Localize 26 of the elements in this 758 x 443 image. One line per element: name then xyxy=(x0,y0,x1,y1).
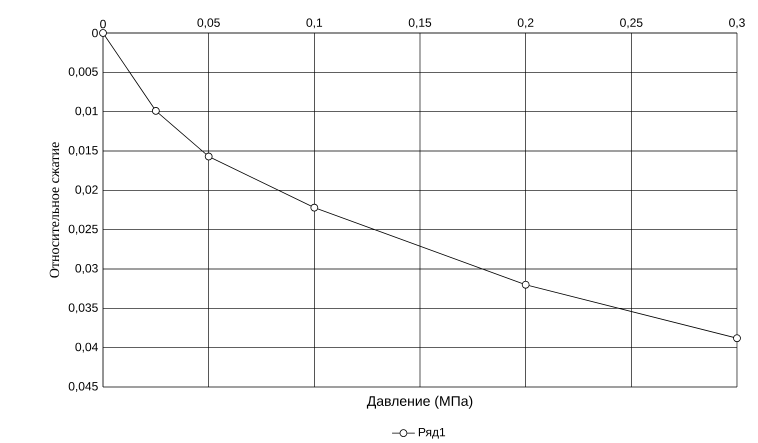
point xyxy=(152,107,160,115)
y-tick-label: 0,005 xyxy=(68,67,98,78)
y-tick-label: 0,035 xyxy=(68,303,98,314)
point xyxy=(204,152,213,160)
y-tick-label: 0,03 xyxy=(75,264,98,274)
x-tick-label: 0,3 xyxy=(729,18,745,28)
y-tick-label: 0,045 xyxy=(68,382,98,392)
x-tick-label: 0,1 xyxy=(306,18,322,28)
x-axis-title: Давление (МПа) xyxy=(366,396,472,409)
x-tick-label: 0,05 xyxy=(197,18,220,28)
y-tick-label: 0,015 xyxy=(68,146,98,156)
x-tick-label: 0,2 xyxy=(518,18,534,28)
x-tick-label: 0 xyxy=(100,20,106,28)
legend-label: Ряд1 xyxy=(418,428,446,439)
y-tick-label: 0 xyxy=(92,28,98,38)
y-tick-label: 0,01 xyxy=(75,106,98,117)
point xyxy=(99,29,107,37)
x-tick-label: 0,15 xyxy=(408,18,432,28)
y-axis-title: Относительное сжатие xyxy=(50,142,60,278)
x-tick-label: 0,25 xyxy=(620,18,642,28)
point xyxy=(310,204,318,212)
y-tick-label: 0,04 xyxy=(75,342,98,353)
y-tick-label: 0,025 xyxy=(68,224,98,235)
point xyxy=(522,280,530,289)
point xyxy=(733,334,741,342)
y-tick-label: 0,02 xyxy=(75,185,98,196)
